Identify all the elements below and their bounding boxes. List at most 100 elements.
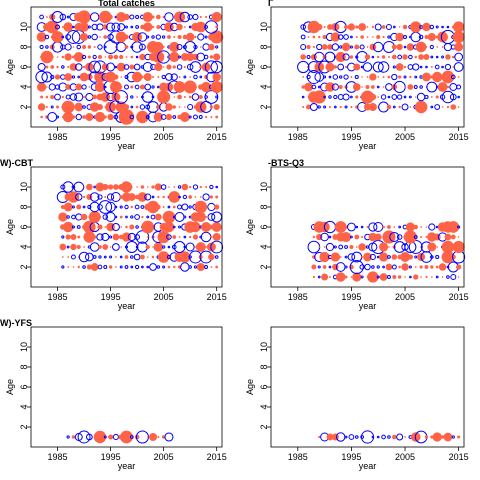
negative-residual-bubble <box>138 43 146 51</box>
negative-residual-bubble <box>145 115 150 119</box>
negative-residual-bubble <box>161 35 166 39</box>
positive-residual-bubble <box>339 256 342 258</box>
negative-residual-bubble <box>101 232 110 242</box>
positive-residual-bubble <box>67 266 70 268</box>
negative-residual-bubble <box>331 43 340 51</box>
positive-residual-bubble <box>365 85 370 89</box>
positive-residual-bubble <box>195 242 206 252</box>
positive-residual-bubble <box>54 74 61 80</box>
positive-residual-bubble <box>312 275 315 279</box>
negative-residual-bubble <box>360 275 364 279</box>
positive-residual-bubble <box>45 65 49 69</box>
positive-residual-bubble <box>377 76 380 78</box>
negative-residual-bubble <box>359 44 365 50</box>
positive-residual-bubble <box>113 74 119 80</box>
positive-residual-bubble <box>181 183 189 191</box>
negative-residual-bubble <box>338 244 344 250</box>
positive-residual-bubble <box>379 252 389 262</box>
positive-residual-bubble <box>435 265 439 269</box>
positive-residual-bubble <box>119 215 123 219</box>
positive-residual-bubble <box>404 86 406 88</box>
negative-residual-bubble <box>343 34 349 40</box>
negative-residual-bubble <box>97 204 103 210</box>
negative-residual-bubble <box>186 63 194 71</box>
positive-residual-bubble <box>374 233 382 241</box>
negative-residual-bubble <box>127 232 136 242</box>
positive-residual-bubble <box>360 35 364 39</box>
positive-residual-bubble <box>178 106 181 108</box>
positive-residual-bubble <box>311 264 317 270</box>
negative-residual-bubble <box>59 13 67 21</box>
positive-residual-bubble <box>102 244 109 250</box>
negative-residual-bubble <box>157 85 160 89</box>
negative-residual-bubble <box>184 41 197 53</box>
positive-residual-bubble <box>201 62 211 72</box>
positive-residual-bubble <box>56 105 60 109</box>
positive-residual-bubble <box>167 265 171 269</box>
positive-residual-bubble <box>368 232 378 242</box>
positive-residual-bubble <box>457 236 460 238</box>
positive-residual-bubble <box>151 255 155 259</box>
negative-residual-bubble <box>55 24 60 30</box>
negative-residual-bubble <box>110 192 121 202</box>
positive-residual-bubble <box>457 106 460 108</box>
negative-residual-bubble <box>71 214 76 220</box>
positive-residual-bubble <box>369 73 377 81</box>
negative-residual-bubble <box>85 252 94 262</box>
negative-residual-bubble <box>317 85 321 89</box>
positive-residual-bubble <box>304 82 313 92</box>
positive-residual-bubble <box>424 35 429 39</box>
positive-residual-bubble <box>441 240 455 254</box>
negative-residual-bubble <box>176 44 183 50</box>
positive-residual-bubble <box>212 232 221 242</box>
positive-residual-bubble <box>162 15 165 19</box>
negative-residual-bubble <box>174 212 185 222</box>
negative-residual-bubble <box>45 45 49 49</box>
y-tick-label: 10 <box>19 342 29 352</box>
positive-residual-bubble <box>103 35 108 39</box>
y-tick-label: 6 <box>19 224 29 229</box>
x-tick-label: 2005 <box>395 292 415 302</box>
negative-residual-bubble <box>103 435 107 439</box>
positive-residual-bubble <box>354 44 360 50</box>
negative-residual-bubble <box>339 75 343 79</box>
negative-residual-bubble <box>129 14 135 20</box>
positive-residual-bubble <box>123 13 130 21</box>
positive-residual-bubble <box>182 34 188 40</box>
positive-residual-bubble <box>183 26 186 28</box>
positive-residual-bubble <box>444 233 452 241</box>
positive-residual-bubble <box>162 210 176 224</box>
positive-residual-bubble <box>400 252 410 262</box>
negative-residual-bubble <box>387 255 391 259</box>
y-tick-label: 2 <box>19 424 29 429</box>
negative-residual-bubble <box>446 275 450 279</box>
negative-residual-bubble <box>98 200 113 214</box>
positive-residual-bubble <box>153 242 164 252</box>
negative-residual-bubble <box>434 64 440 70</box>
negative-residual-bubble <box>62 181 74 193</box>
positive-residual-bubble <box>116 12 127 22</box>
positive-residual-bubble <box>194 35 197 39</box>
negative-residual-bubble <box>77 75 81 79</box>
positive-residual-bubble <box>75 83 83 91</box>
positive-residual-bubble <box>135 105 139 109</box>
positive-residual-bubble <box>146 236 149 238</box>
positive-residual-bubble <box>413 224 418 230</box>
positive-residual-bubble <box>361 235 364 239</box>
x-tick-label: 2015 <box>207 132 227 142</box>
negative-residual-bubble <box>435 254 440 260</box>
positive-residual-bubble <box>431 276 433 278</box>
positive-residual-bubble <box>318 35 321 39</box>
negative-residual-bubble <box>91 23 98 31</box>
negative-residual-bubble <box>55 115 60 119</box>
plot-frame <box>30 326 223 448</box>
positive-residual-bubble <box>215 265 219 269</box>
positive-residual-bubble <box>64 73 73 81</box>
positive-residual-bubble <box>424 435 429 439</box>
positive-residual-bubble <box>69 63 78 71</box>
positive-residual-bubble <box>210 235 213 239</box>
negative-residual-bubble <box>355 225 359 229</box>
positive-residual-bubble <box>409 106 412 108</box>
positive-residual-bubble <box>445 54 451 60</box>
